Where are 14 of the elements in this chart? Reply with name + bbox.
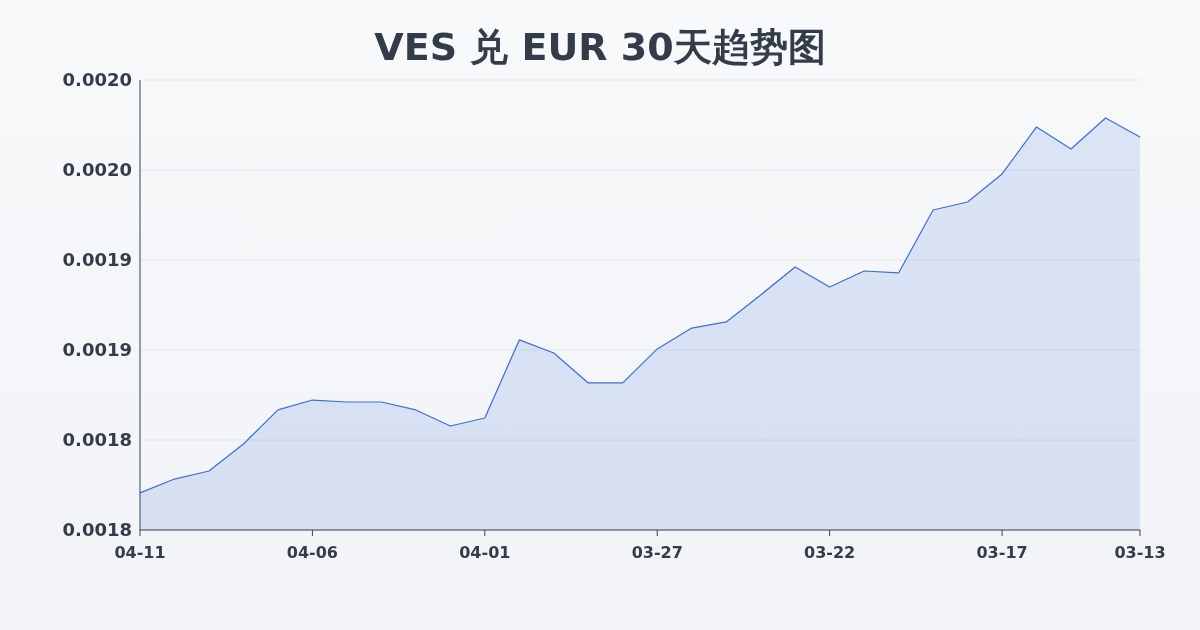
y-tick-label: 0.0020 [62, 159, 132, 181]
y-tick-label: 0.0019 [62, 249, 132, 271]
y-tick-label: 0.0019 [62, 339, 132, 361]
x-tick-label: 03-17 [976, 543, 1028, 562]
y-tick-label: 0.0018 [62, 429, 132, 451]
x-tick-label: 03-22 [804, 543, 856, 562]
chart-title: VES 兑 EUR 30天趋势图 [374, 25, 826, 69]
x-tick-label: 04-01 [459, 543, 511, 562]
x-tick-label: 04-06 [286, 543, 338, 562]
y-tick-label: 0.0018 [62, 519, 132, 541]
x-tick-label: 03-27 [631, 543, 683, 562]
x-tick-label: 03-13 [1114, 543, 1166, 562]
x-tick-label: 04-11 [114, 543, 166, 562]
y-tick-label: 0.0020 [62, 69, 132, 91]
